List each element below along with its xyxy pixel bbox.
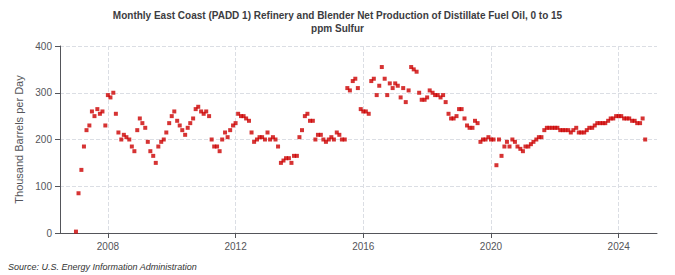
svg-text:2024: 2024 (608, 241, 631, 252)
svg-text:200: 200 (35, 134, 52, 145)
svg-text:2016: 2016 (352, 241, 375, 252)
svg-text:ppm Sulfur: ppm Sulfur (311, 23, 364, 34)
svg-text:2012: 2012 (224, 241, 247, 252)
svg-text:400: 400 (35, 41, 52, 52)
svg-text:100: 100 (35, 181, 52, 192)
svg-text:300: 300 (35, 87, 52, 98)
svg-text:Thousand Barrels per Day: Thousand Barrels per Day (13, 75, 25, 204)
svg-text:Monthly East Coast (PADD 1) Re: Monthly East Coast (PADD 1) Refinery and… (113, 10, 563, 21)
svg-text:2020: 2020 (480, 241, 503, 252)
svg-text:2008: 2008 (97, 241, 120, 252)
svg-text:Source: U.S. Energy Informatio: Source: U.S. Energy Information Administ… (8, 262, 197, 272)
svg-text:0: 0 (46, 228, 52, 239)
